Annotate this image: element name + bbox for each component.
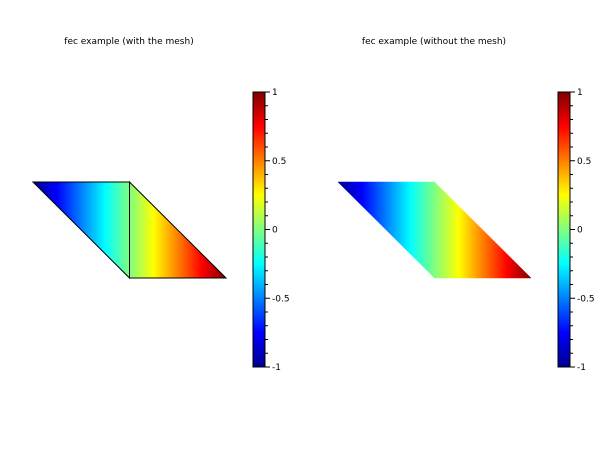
mesh-triangle-1	[434, 181, 532, 279]
colorbar-tick-label: 0.5	[272, 157, 286, 167]
plot-title: fec example (without the mesh)	[362, 37, 506, 47]
colorbar	[557, 91, 571, 368]
colorbar	[252, 91, 266, 368]
mesh-triangle-0	[31, 181, 130, 280]
colorbar-tick-label: 0.5	[577, 157, 591, 167]
colorbar-tick-label: 0	[577, 226, 583, 236]
colorbar-tick-label: 1	[272, 88, 278, 98]
plot-title: fec example (with the mesh)	[64, 37, 193, 47]
colorbar-tick-label: -0.5	[577, 294, 595, 304]
plot-without-mesh: fec example (without the mesh) 1 0.5 0 -0.5…	[337, 37, 595, 373]
colorbar-tick-label: 0	[272, 226, 278, 236]
colorbar-tick-label: 1	[577, 88, 583, 98]
colorbar-tick-label: -0.5	[272, 294, 290, 304]
mesh-triangle-1	[129, 180, 228, 279]
colorbar-tick-label: -1	[272, 363, 281, 373]
plot-with-mesh: fec example (with the mesh) 1 0.5 0 -0.5 -1	[31, 37, 290, 373]
colorbar-tick-label: -1	[577, 363, 586, 373]
mesh-triangle-0	[337, 181, 435, 279]
